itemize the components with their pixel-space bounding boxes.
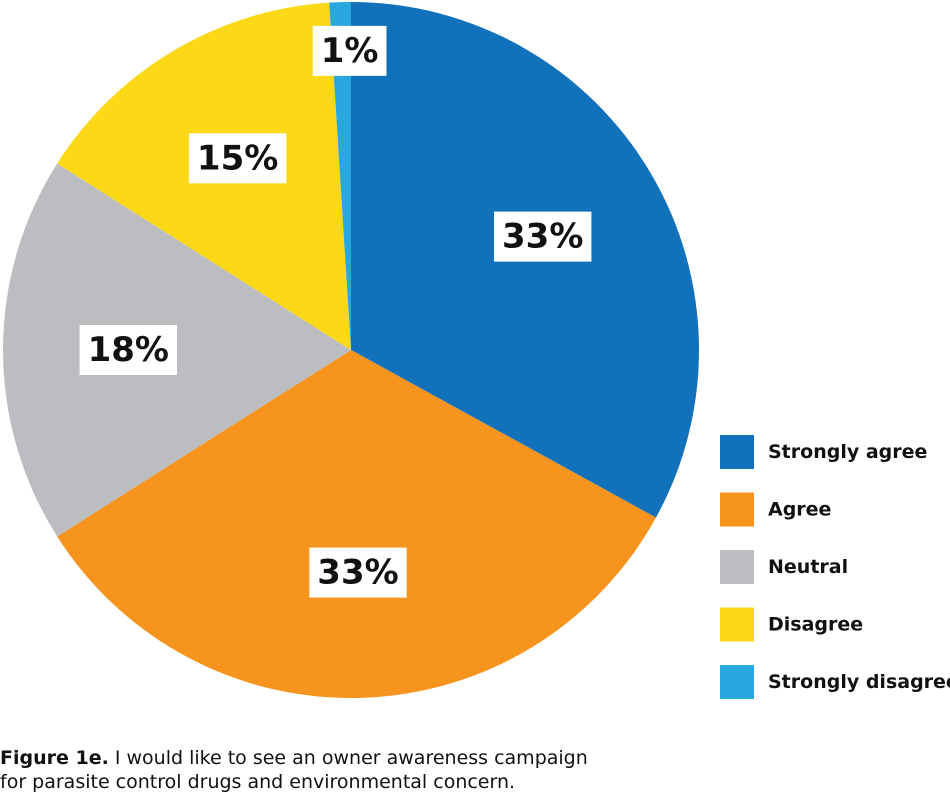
legend-label: Strongly agree (768, 441, 927, 463)
pct-label: 1% (321, 31, 379, 71)
pct-label: 15% (197, 138, 278, 178)
caption: Figure 1e. I would like to see an owner … (0, 746, 600, 794)
pct-label: 33% (502, 217, 583, 257)
data-label: 15% (188, 133, 287, 184)
data-label: 33% (309, 547, 407, 598)
pct-label: 18% (88, 330, 169, 370)
label-box (79, 325, 177, 375)
caption-label: Figure 1e. (0, 747, 109, 769)
chart: 33% 33% 18% 15% 1% Strongly agree Agree Neutral… (3, 2, 950, 699)
legend-swatch (720, 492, 754, 527)
pie-slice (3, 163, 352, 537)
label-box (309, 547, 407, 598)
caption-text: I would like to see an owner awareness c… (0, 747, 588, 793)
label-box (312, 25, 387, 76)
legend-label: Agree (768, 499, 831, 521)
legend-swatch (720, 550, 754, 584)
legend-swatch (720, 607, 754, 642)
legend-swatch (720, 665, 754, 699)
label-box (494, 211, 592, 262)
pie-slice (57, 350, 656, 698)
data-label: 18% (79, 325, 177, 375)
data-label: 33% (494, 211, 592, 262)
pct-label: 33% (317, 553, 398, 593)
legend-label: Neutral (768, 556, 848, 578)
legend-label: Disagree (768, 614, 863, 636)
data-label: 1% (312, 25, 387, 76)
pie-slice (329, 2, 351, 350)
label-box (188, 133, 287, 184)
legend-label: Strongly disagree (768, 671, 950, 693)
legend-swatch (720, 435, 754, 469)
